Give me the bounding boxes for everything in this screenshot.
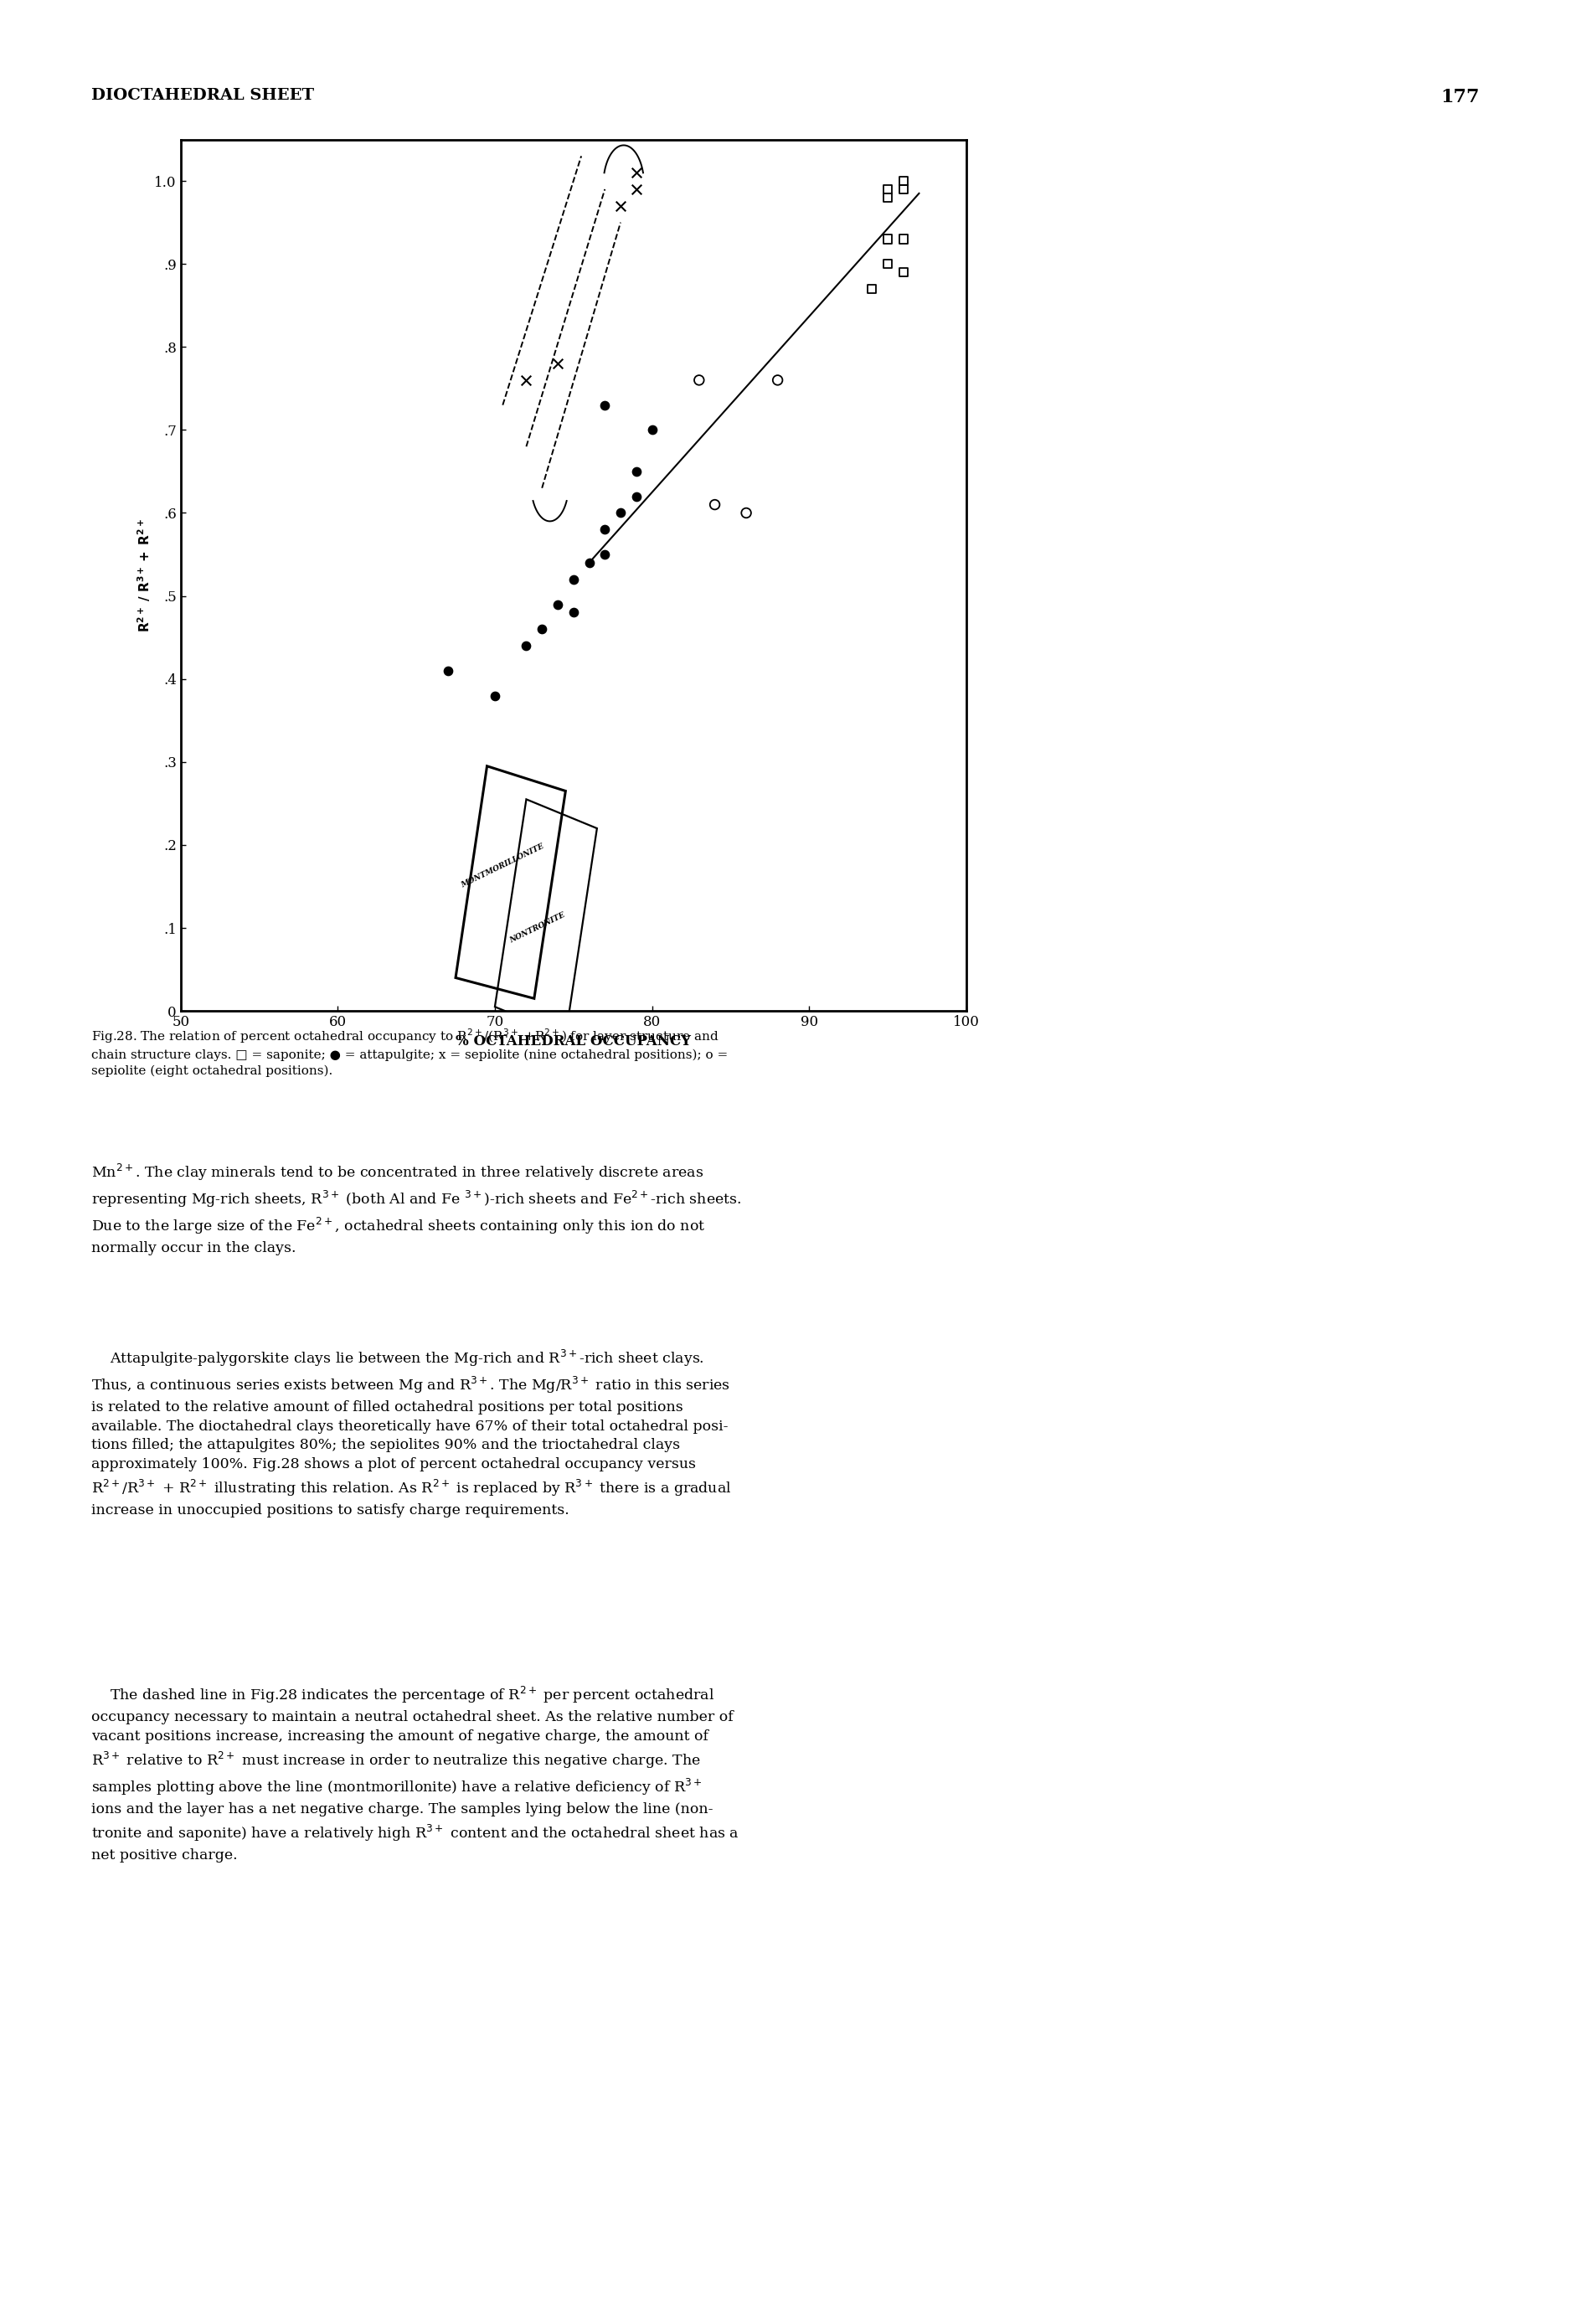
Point	[891, 253, 916, 290]
Point	[765, 363, 790, 400]
Point	[545, 586, 570, 623]
Point	[624, 170, 649, 207]
Text: Mn$^{2+}$. The clay minerals tend to be concentrated in three relatively discret: Mn$^{2+}$. The clay minerals tend to be …	[91, 1162, 742, 1255]
Text: DIOCTAHEDRAL SHEET: DIOCTAHEDRAL SHEET	[91, 88, 314, 102]
Point	[435, 653, 460, 690]
Point	[875, 221, 900, 258]
Text: MONTMORILLONITE: MONTMORILLONITE	[460, 841, 545, 890]
Point	[529, 611, 555, 648]
Point	[561, 560, 586, 597]
Point	[561, 595, 586, 632]
Text: 177: 177	[1441, 88, 1480, 107]
Point	[624, 453, 649, 490]
Text: The dashed line in Fig.28 indicates the percentage of R$^{2+}$ per percent octah: The dashed line in Fig.28 indicates the …	[91, 1685, 738, 1862]
Point	[577, 544, 602, 581]
Text: NONTRONITE: NONTRONITE	[509, 911, 566, 944]
Point	[592, 386, 617, 423]
Point	[592, 537, 617, 574]
Point	[687, 363, 712, 400]
Point	[639, 411, 665, 449]
Point	[875, 246, 900, 284]
Point	[592, 511, 617, 548]
Point	[875, 170, 900, 207]
Point	[608, 495, 633, 532]
Point	[734, 495, 759, 532]
Point	[608, 188, 633, 225]
Point	[514, 363, 539, 400]
Point	[482, 676, 507, 713]
Point	[624, 479, 649, 516]
X-axis label: % OCTAHEDRAL OCCUPANCY: % OCTAHEDRAL OCCUPANCY	[456, 1034, 691, 1048]
Point	[891, 170, 916, 207]
Point	[875, 179, 900, 216]
Point	[624, 153, 649, 191]
Point	[859, 270, 884, 307]
Text: Fig.28. The relation of percent octahedral occupancy to R$^{2+}$/(R$^{3+}$ +R$^{: Fig.28. The relation of percent octahedr…	[91, 1027, 727, 1076]
Point	[545, 344, 570, 381]
Text: Attapulgite-palygorskite clays lie between the Mg-rich and R$^{3+}$-rich sheet c: Attapulgite-palygorskite clays lie betwe…	[91, 1348, 732, 1518]
Point	[702, 486, 727, 523]
Y-axis label: $\mathbf{R^{2+}\ /\ R^{3+}+\ R^{2+}}$: $\mathbf{R^{2+}\ /\ R^{3+}+\ R^{2+}}$	[135, 518, 152, 632]
Point	[514, 627, 539, 665]
Point	[891, 221, 916, 258]
Point	[891, 163, 916, 200]
